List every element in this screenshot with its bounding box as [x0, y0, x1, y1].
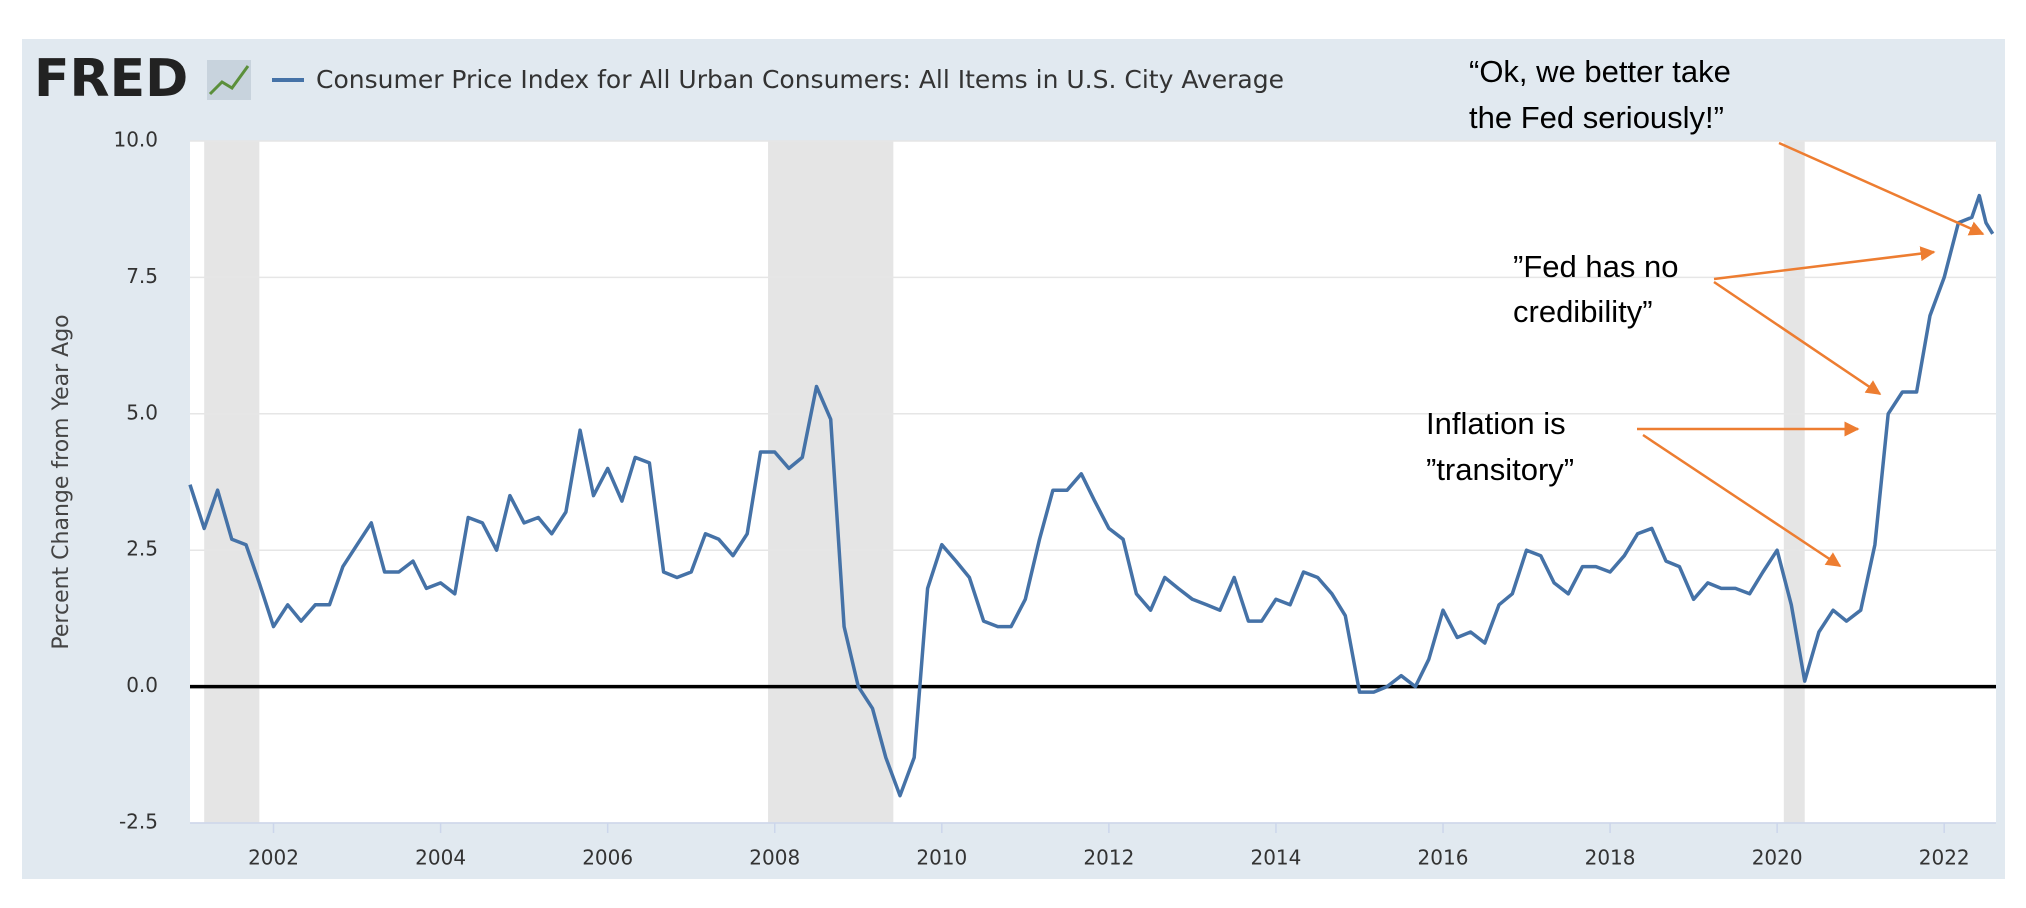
y-tick-label: 5.0	[126, 400, 158, 424]
y-tick-label: 10.0	[113, 128, 158, 152]
y-tick-label: -2.5	[119, 810, 158, 834]
x-tick-label: 2020	[1752, 846, 1803, 870]
arrow	[1713, 280, 1882, 396]
logo-icon	[207, 60, 251, 100]
x-tick-label: 2006	[582, 846, 633, 870]
y-axis-label: Percent Change from Year Ago	[49, 314, 74, 649]
x-tick-label: 2010	[916, 846, 967, 870]
data-line	[188, 193, 1995, 798]
plot-area	[190, 141, 1996, 823]
x-tick-label: 2014	[1250, 846, 1301, 870]
annotation: credibility”	[1513, 294, 1653, 329]
annotation: ”Fed has no	[1513, 249, 1678, 284]
y-tick-label: 7.5	[126, 264, 158, 288]
legend-label: Consumer Price Index for All Urban Consu…	[316, 65, 1284, 94]
recession-band	[1783, 141, 1805, 823]
plot-layer: -2.5 0.0 2.5 5.0 7.5 10.0 2002 2004 2006 2008 2010…	[113, 128, 1996, 870]
y-tick-label: 0.0	[126, 673, 158, 697]
arrow	[1642, 433, 1842, 568]
x-tick-label: 2008	[749, 846, 800, 870]
x-tick-label: 2012	[1083, 846, 1134, 870]
annotation: Inflation is	[1426, 406, 1566, 441]
arrows	[1637, 141, 1985, 568]
x-tick-label: 2004	[415, 846, 466, 870]
x-tick-label: 2016	[1418, 846, 1469, 870]
x-tick-label: 2018	[1585, 846, 1636, 870]
x-tick-label: 2002	[248, 846, 299, 870]
annotation: ”transitory”	[1426, 452, 1574, 487]
recession-band	[204, 141, 260, 823]
y-tick-label: 2.5	[126, 537, 158, 561]
x-tick-label: 2022	[1919, 846, 1970, 870]
annotation: the Fed seriously!”	[1469, 100, 1724, 135]
arrow	[1713, 246, 1936, 281]
arrow	[1778, 141, 1985, 236]
annotation: “Ok, we better take	[1469, 54, 1731, 89]
logo: FRED	[34, 49, 188, 109]
